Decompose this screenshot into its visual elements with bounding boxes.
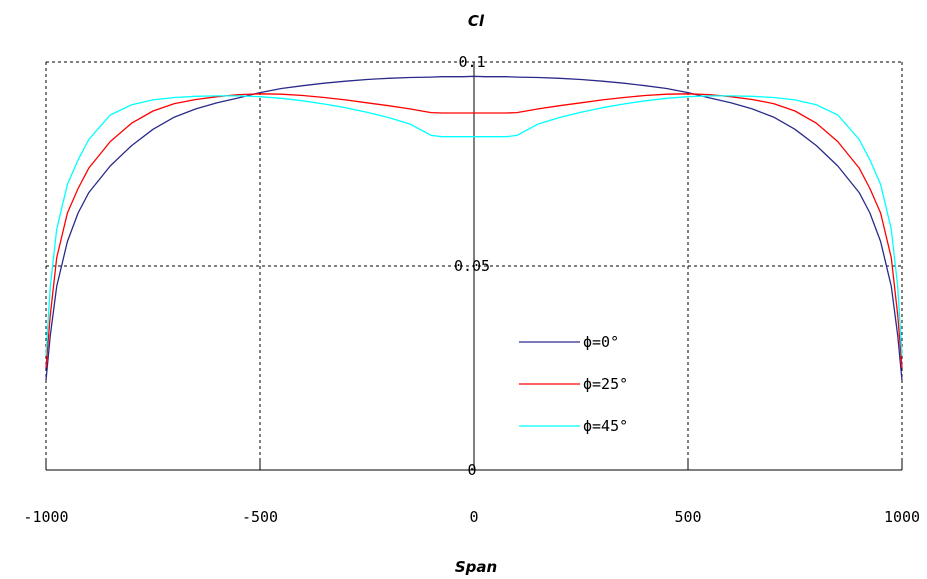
x-axis-title: Span	[455, 558, 497, 576]
y-tick-label-1: 0.05	[454, 257, 490, 275]
y-tick-label-2: 0.1	[458, 53, 485, 71]
series-line-1	[45, 93, 903, 369]
legend-label-1: ϕ=25°	[583, 375, 628, 393]
legend: ϕ=0° ϕ=25° ϕ=45°	[519, 333, 628, 435]
x-tick-label-3: 500	[674, 508, 701, 526]
series-lines	[45, 75, 903, 381]
legend-label-2: ϕ=45°	[583, 417, 628, 435]
tick-labels: -1000 -500 0 500 1000 0 0.05 0.1	[23, 53, 920, 526]
series-line-0	[45, 75, 903, 381]
x-tick-label-1: -500	[242, 508, 278, 526]
y-tick-label-0: 0	[467, 461, 476, 479]
y-axis-title: Cl	[468, 12, 485, 30]
axes	[45, 62, 903, 471]
series-line-2	[45, 95, 903, 356]
x-tick-label-4: 1000	[884, 508, 920, 526]
legend-label-0: ϕ=0°	[583, 333, 619, 351]
x-tick-label-0: -1000	[23, 508, 68, 526]
x-tick-label-2: 0	[469, 508, 478, 526]
